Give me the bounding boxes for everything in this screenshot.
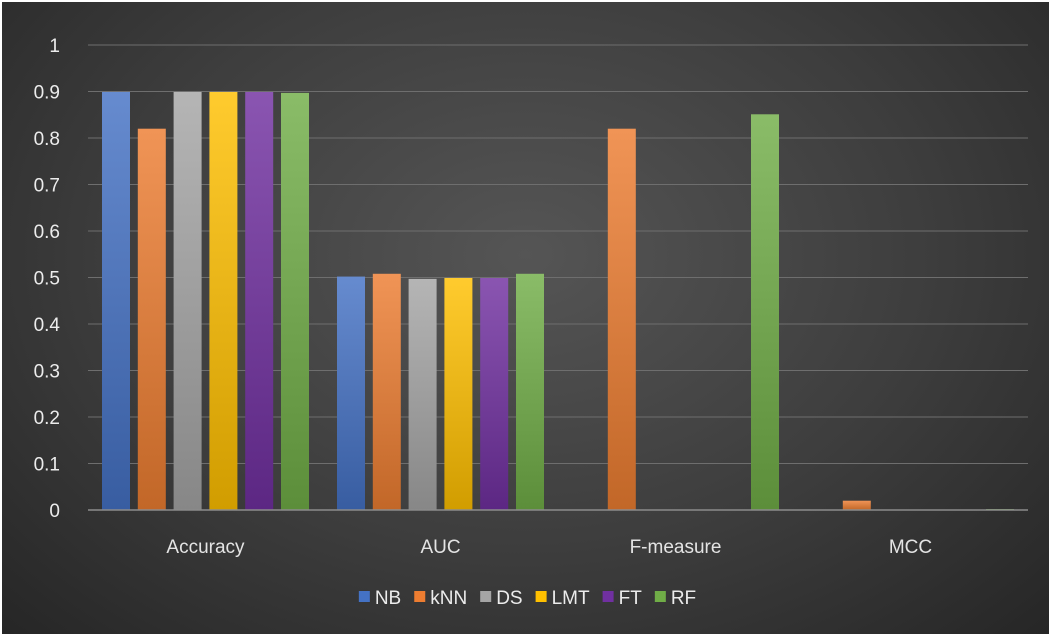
legend-swatch [654, 591, 666, 602]
y-tick-label: 0.2 [34, 408, 60, 429]
bar-knn-auc [372, 273, 401, 510]
y-tick-label: 1 [49, 36, 60, 57]
bars [102, 91, 1014, 511]
bar-rf-auc [516, 273, 544, 510]
legend-label: kNN [430, 588, 467, 609]
y-tick-label: 0.3 [34, 362, 60, 383]
legend-item-ft: FT [602, 588, 643, 609]
y-tick-label: 0.5 [34, 269, 60, 290]
bar-knn-mcc [842, 500, 871, 510]
legend-item-ds: DS [480, 588, 523, 609]
bar-ds-accuracy [173, 91, 202, 511]
bar-nb-accuracy [102, 91, 130, 511]
legend-swatch [535, 591, 547, 602]
legend-label: DS [496, 588, 522, 609]
legend-item-rf: RF [654, 588, 696, 609]
legend-item-knn: kNN [414, 588, 467, 609]
y-tick-label: 0.8 [34, 129, 60, 150]
x-category-label: F-measure [630, 537, 722, 558]
legend-swatch [480, 591, 492, 602]
bar-ft-accuracy [245, 91, 274, 511]
y-tick-label: 0.4 [34, 315, 61, 336]
legend-swatch [602, 591, 614, 602]
y-tick-label: 0.9 [34, 83, 60, 104]
x-category-label: Accuracy [166, 537, 245, 558]
legend-item-lmt: LMT [535, 588, 590, 609]
y-tick-label: 0.1 [34, 455, 60, 476]
bar-lmt-auc [444, 277, 473, 510]
y-axis-ticks: 0 0.1 0.2 0.3 0.4 0.5 0.6 0.7 0.8 0.9 1 [34, 36, 61, 522]
bar-ft-auc [480, 277, 509, 510]
legend: NB kNN DS LMT FT RF [358, 588, 696, 609]
gridlines [88, 44, 1028, 464]
bar-ds-auc [408, 278, 437, 510]
x-axis-categories: Accuracy AUC F-measure MCC [166, 537, 932, 558]
y-tick-label: 0 [49, 501, 60, 522]
y-tick-label: 0.7 [34, 176, 60, 197]
bar-knn-accuracy [137, 128, 166, 510]
x-category-label: MCC [889, 537, 932, 558]
legend-swatch [358, 591, 370, 602]
bar-rf-accuracy [281, 92, 309, 510]
y-tick-label: 0.6 [34, 222, 60, 243]
bar-rf-f-measure [751, 114, 779, 510]
legend-label: NB [375, 588, 401, 609]
legend-label: RF [671, 588, 696, 609]
legend-item-nb: NB [358, 588, 401, 609]
legend-label: FT [619, 588, 643, 609]
legend-label: LMT [552, 588, 590, 609]
bar-knn-f-measure [607, 128, 636, 510]
legend-swatch [414, 591, 426, 602]
bar-nb-auc [337, 276, 365, 510]
bar-lmt-accuracy [209, 91, 238, 511]
x-category-label: AUC [420, 537, 460, 558]
